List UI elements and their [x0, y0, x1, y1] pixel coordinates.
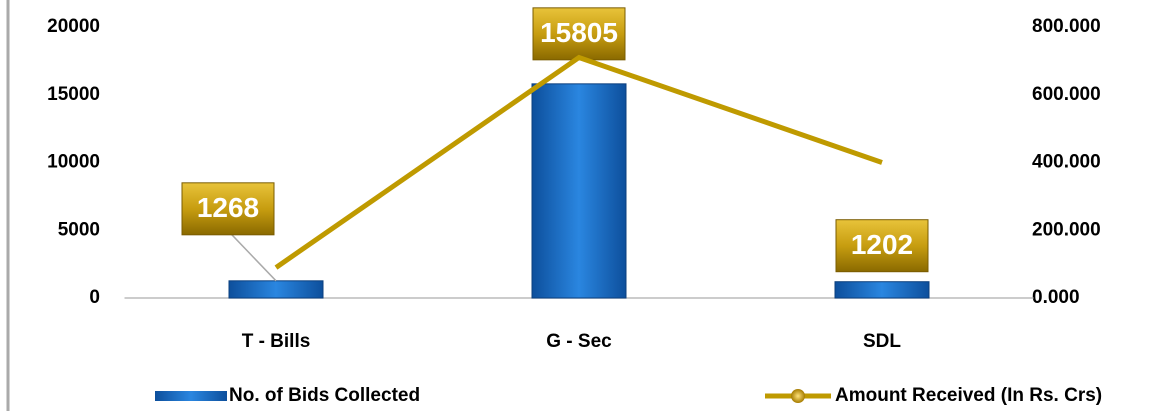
legend-marker [791, 389, 805, 403]
y2-tick-label: 800.000 [1032, 16, 1101, 37]
y-tick-label: 0 [89, 287, 100, 308]
bar [834, 281, 930, 299]
legend-label: Amount Received (In Rs. Crs) [835, 385, 1102, 406]
legend-label: No. of Bids Collected [229, 385, 420, 406]
y-tick-label: 10000 [47, 152, 100, 173]
y2-tick-label: 600.000 [1032, 84, 1101, 105]
bar [531, 83, 627, 299]
value-label: 1268 [197, 192, 259, 223]
x-tick-label: SDL [863, 331, 901, 352]
y-tick-label: 20000 [47, 16, 100, 37]
y-tick-label: 15000 [47, 84, 100, 105]
x-tick-label: G - Sec [546, 331, 612, 352]
y2-tick-label: 0.000 [1032, 287, 1080, 308]
y-tick-label: 5000 [58, 219, 100, 240]
value-label-box [835, 219, 929, 273]
y2-tick-label: 200.000 [1032, 219, 1101, 240]
leader-line [229, 232, 277, 282]
value-label-box [532, 7, 626, 61]
legend-swatch [155, 391, 227, 401]
value-label-box [181, 182, 275, 236]
value-label: 1202 [851, 229, 913, 260]
x-tick-label: T - Bills [242, 331, 311, 352]
bar [228, 280, 324, 299]
line [274, 54, 883, 270]
y2-tick-label: 400.000 [1032, 152, 1101, 173]
value-label: 15805 [540, 17, 618, 48]
